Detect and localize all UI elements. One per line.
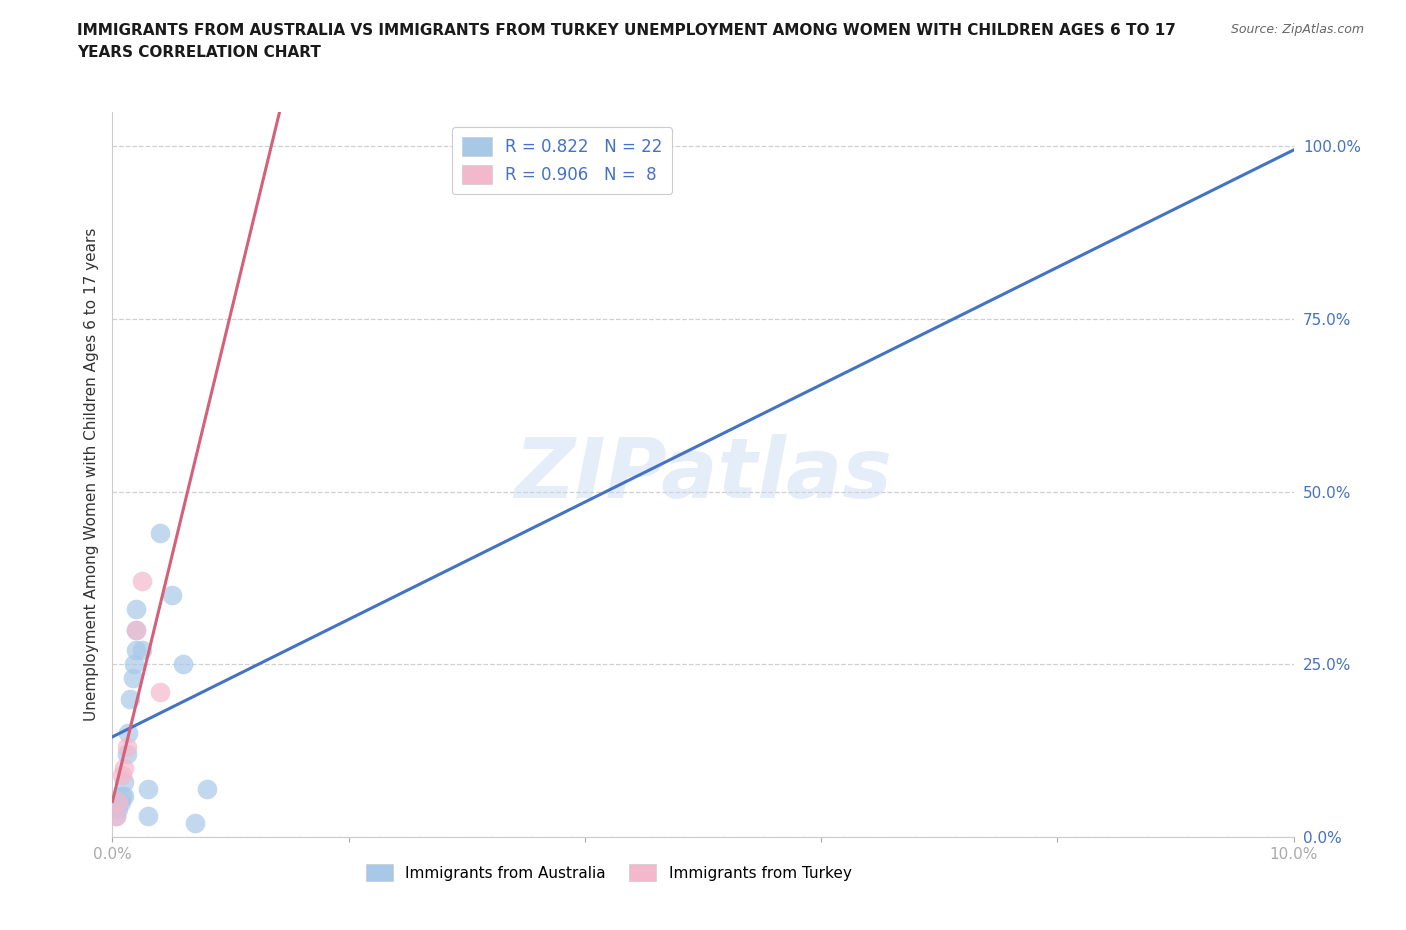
Point — [111, 767, 134, 782]
Point — [121, 671, 143, 685]
Point — [160, 588, 183, 603]
Point — [131, 574, 153, 589]
Point — [105, 809, 128, 824]
Point — [172, 657, 194, 671]
Point — [115, 739, 138, 754]
Point — [107, 802, 129, 817]
Point — [112, 761, 135, 776]
Point — [125, 622, 148, 637]
Point — [131, 643, 153, 658]
Point — [120, 691, 142, 706]
Point — [112, 788, 135, 803]
Point — [125, 643, 148, 658]
Point — [149, 525, 172, 540]
Text: ZIPatlas: ZIPatlas — [515, 433, 891, 515]
Text: IMMIGRANTS FROM AUSTRALIA VS IMMIGRANTS FROM TURKEY UNEMPLOYMENT AMONG WOMEN WIT: IMMIGRANTS FROM AUSTRALIA VS IMMIGRANTS … — [77, 23, 1177, 38]
Point — [184, 816, 207, 830]
Point — [125, 602, 148, 617]
Point — [111, 788, 134, 803]
Point — [122, 657, 145, 671]
Text: YEARS CORRELATION CHART: YEARS CORRELATION CHART — [77, 45, 321, 60]
Point — [149, 684, 172, 699]
Point — [112, 775, 135, 790]
Point — [117, 726, 139, 741]
Text: Source: ZipAtlas.com: Source: ZipAtlas.com — [1230, 23, 1364, 36]
Point — [115, 747, 138, 762]
Point — [136, 809, 159, 824]
Point — [195, 781, 218, 796]
Point — [105, 809, 128, 824]
Point — [125, 622, 148, 637]
Point — [107, 795, 129, 810]
Legend: Immigrants from Australia, Immigrants from Turkey: Immigrants from Australia, Immigrants fr… — [360, 857, 858, 887]
Y-axis label: Unemployment Among Women with Children Ages 6 to 17 years: Unemployment Among Women with Children A… — [83, 228, 98, 721]
Point — [110, 795, 132, 810]
Point — [136, 781, 159, 796]
